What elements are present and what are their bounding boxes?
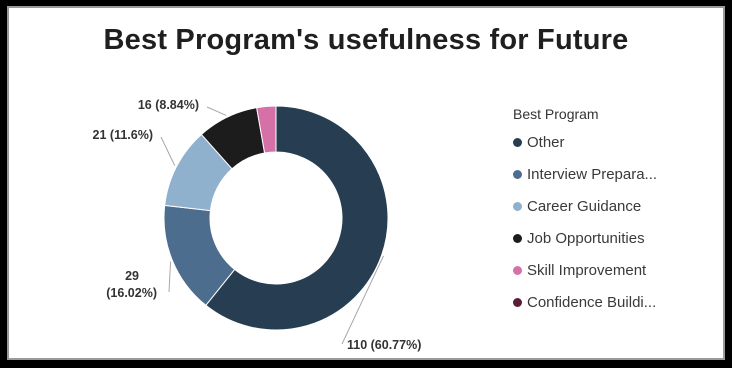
leader-line-job-opportunities — [206, 106, 227, 116]
donut-slice-skill-improvement[interactable] — [256, 105, 277, 154]
chart-card: Best Program's usefulness for Future 110… — [7, 6, 725, 360]
legend-item-interview-prepara[interactable]: Interview Prepara... — [513, 164, 657, 185]
legend-dot-icon — [513, 234, 522, 243]
data-label-other: 110 (60.77%) — [347, 338, 421, 352]
legend-label: Interview Prepara... — [527, 166, 658, 183]
legend-item-skill-improvement[interactable]: Skill Improvement — [513, 260, 657, 281]
chart-title: Best Program's usefulness for Future — [103, 24, 629, 56]
legend-label: Other — [527, 134, 565, 151]
leader-line-interview-prepara — [168, 261, 172, 293]
legend-dot-icon — [513, 202, 522, 211]
legend-dot-icon — [513, 138, 522, 147]
legend-item-other[interactable]: Other — [513, 132, 657, 153]
legend-label: Skill Improvement — [527, 262, 647, 279]
legend-title: Best Program — [513, 106, 599, 122]
legend-dot-icon — [513, 298, 522, 307]
leader-line-other — [341, 255, 384, 345]
donut-slice-other[interactable] — [205, 105, 389, 331]
leader-line-career-guidance — [160, 136, 176, 166]
data-label-career-guidance: 21 (11.6%) — [93, 128, 153, 142]
legend-dot-icon — [513, 266, 522, 275]
donut-chart: 110 (60.77%) 29 (16.02%) 21 (11.6%) 16 (8.84… — [93, 98, 422, 352]
legend-dot-icon — [513, 170, 522, 179]
legend-label: Career Guidance — [527, 198, 642, 215]
legend-items: Other Interview Prepara... Career Guidance… — [513, 132, 657, 313]
legend-item-confidence-buildi[interactable]: Confidence Buildi... — [513, 292, 657, 313]
legend-label: Job Opportunities — [527, 230, 645, 247]
legend: Best Program Other Interview Prepara... Ca… — [513, 106, 657, 324]
legend-item-career-guidance[interactable]: Career Guidance — [513, 196, 657, 217]
legend-label: Confidence Buildi... — [527, 294, 657, 311]
data-label-job-opportunities: 16 (8.84%) — [138, 98, 199, 112]
data-label-interview-prepara: 29 (16.02%) — [106, 269, 157, 300]
legend-item-job-opportunities[interactable]: Job Opportunities — [513, 228, 657, 249]
